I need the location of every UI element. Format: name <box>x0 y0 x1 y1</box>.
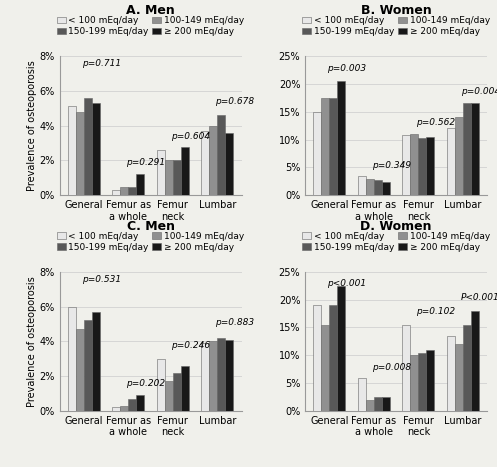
Bar <box>403 325 411 411</box>
Text: p=0.349: p=0.349 <box>372 161 411 170</box>
Bar <box>201 343 209 411</box>
Bar <box>225 340 233 411</box>
Text: p=0.531: p=0.531 <box>82 275 121 284</box>
Bar <box>173 161 181 195</box>
Bar <box>92 312 100 411</box>
Bar <box>165 382 173 411</box>
Text: p=0.246: p=0.246 <box>170 341 210 350</box>
Legend: < 100 mEq/day, 150-199 mEq/day, 100-149 mEq/day, ≥ 200 mEq/day: < 100 mEq/day, 150-199 mEq/day, 100-149 … <box>302 232 490 252</box>
Y-axis label: Prevalence of osteoporosis: Prevalence of osteoporosis <box>27 276 37 407</box>
Bar <box>426 350 434 411</box>
Bar <box>68 306 76 411</box>
Bar <box>358 176 366 195</box>
Bar <box>374 180 382 195</box>
Bar <box>471 103 479 195</box>
Bar <box>418 353 426 411</box>
Bar <box>68 106 76 195</box>
Text: p=0.711: p=0.711 <box>82 59 121 68</box>
Bar <box>337 286 345 411</box>
Bar <box>374 397 382 411</box>
Bar <box>217 338 225 411</box>
Bar <box>382 183 390 195</box>
Text: p=0.008: p=0.008 <box>372 363 411 372</box>
Bar <box>157 150 165 195</box>
Bar <box>209 126 217 195</box>
Bar <box>173 373 181 411</box>
Bar <box>314 305 322 411</box>
Bar <box>322 98 330 195</box>
Bar <box>418 138 426 195</box>
Bar <box>120 406 128 411</box>
Bar <box>314 112 322 195</box>
Title: A. Men: A. Men <box>126 4 175 17</box>
Legend: < 100 mEq/day, 150-199 mEq/day, 100-149 mEq/day, ≥ 200 mEq/day: < 100 mEq/day, 150-199 mEq/day, 100-149 … <box>57 232 245 252</box>
Bar <box>382 397 390 411</box>
Bar <box>84 320 92 411</box>
Bar <box>366 178 374 195</box>
Bar <box>217 115 225 195</box>
Bar <box>201 131 209 195</box>
Bar <box>411 355 418 411</box>
Bar <box>136 174 144 195</box>
Text: p=0.678: p=0.678 <box>215 98 254 106</box>
Bar <box>181 147 189 195</box>
Bar <box>358 377 366 411</box>
Title: B. Women: B. Women <box>361 4 431 17</box>
Bar <box>165 161 173 195</box>
Bar <box>157 359 165 411</box>
Bar <box>136 395 144 411</box>
Y-axis label: Prevalence of osteoporosis: Prevalence of osteoporosis <box>27 60 37 191</box>
Bar <box>403 135 411 195</box>
Text: P<0.001: P<0.001 <box>461 293 497 303</box>
Bar <box>112 190 120 195</box>
Text: p=0.202: p=0.202 <box>126 379 166 389</box>
Text: p=0.003: p=0.003 <box>327 64 366 73</box>
Bar <box>471 311 479 411</box>
Bar <box>337 81 345 195</box>
Bar <box>463 325 471 411</box>
Bar <box>330 305 337 411</box>
Bar <box>76 112 84 195</box>
Text: p=0.291: p=0.291 <box>126 158 166 167</box>
Bar <box>330 98 337 195</box>
Text: p=0.604: p=0.604 <box>170 132 210 142</box>
Bar <box>112 408 120 411</box>
Text: p<0.001: p<0.001 <box>327 279 366 289</box>
Text: p=0.562: p=0.562 <box>416 118 455 127</box>
Legend: < 100 mEq/day, 150-199 mEq/day, 100-149 mEq/day, ≥ 200 mEq/day: < 100 mEq/day, 150-199 mEq/day, 100-149 … <box>302 16 490 36</box>
Bar <box>120 186 128 195</box>
Bar <box>225 133 233 195</box>
Title: D. Women: D. Women <box>360 220 432 233</box>
Bar <box>447 128 455 195</box>
Bar <box>455 344 463 411</box>
Bar <box>209 341 217 411</box>
Bar <box>447 336 455 411</box>
Bar <box>92 103 100 195</box>
Bar <box>411 134 418 195</box>
Bar <box>366 400 374 411</box>
Bar <box>84 98 92 195</box>
Title: C. Men: C. Men <box>127 220 174 233</box>
Text: p=0.004: p=0.004 <box>461 87 497 96</box>
Legend: < 100 mEq/day, 150-199 mEq/day, 100-149 mEq/day, ≥ 200 mEq/day: < 100 mEq/day, 150-199 mEq/day, 100-149 … <box>57 16 245 36</box>
Bar <box>76 329 84 411</box>
Bar <box>181 366 189 411</box>
Bar <box>455 117 463 195</box>
Bar <box>426 137 434 195</box>
Text: p=0.102: p=0.102 <box>416 307 455 316</box>
Text: p=0.883: p=0.883 <box>215 318 254 327</box>
Bar <box>463 103 471 195</box>
Bar <box>322 325 330 411</box>
Bar <box>128 186 136 195</box>
Bar <box>128 399 136 411</box>
